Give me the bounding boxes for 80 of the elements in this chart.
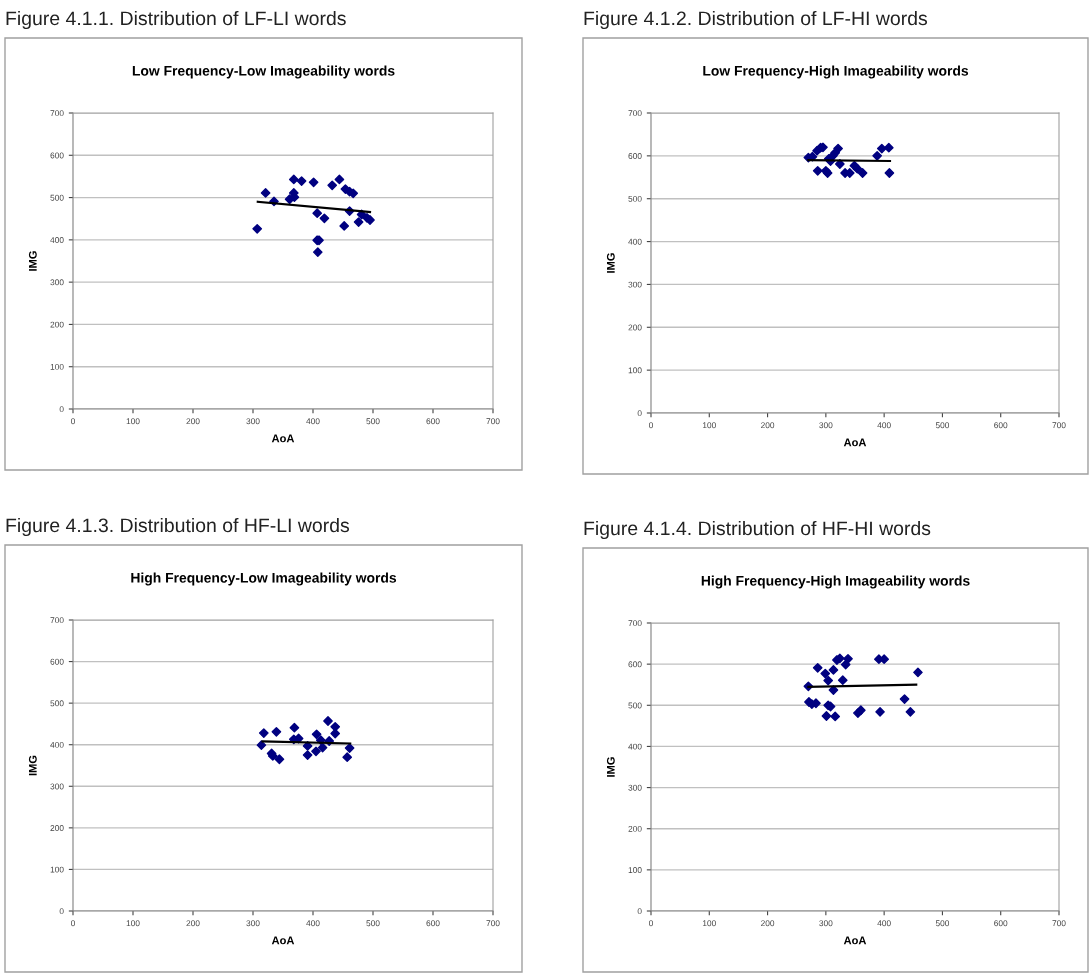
- y-tick-label: 300: [50, 279, 64, 286]
- x-tick-label: 200: [186, 920, 200, 927]
- y-tick-label: 0: [637, 410, 642, 417]
- y-tick-label: 100: [628, 367, 642, 374]
- x-tick-label: 200: [761, 422, 775, 429]
- y-tick-label: 300: [50, 783, 64, 790]
- y-tick-label: 400: [628, 743, 642, 750]
- chart-subtitle: Low Frequency-Low Imageability words: [132, 65, 395, 79]
- x-tick-label: 600: [994, 422, 1008, 429]
- y-tick-label: 700: [50, 110, 64, 117]
- x-tick-label: 600: [994, 920, 1008, 927]
- y-tick-label: 500: [50, 700, 64, 707]
- x-tick-label: 100: [702, 920, 716, 927]
- y-tick-label: 400: [50, 741, 64, 748]
- x-tick-label: 0: [71, 920, 75, 927]
- chart-title: Figure 4.1.4. Distribution of HF-HI words: [584, 520, 931, 540]
- y-axis-title: IMG: [28, 251, 37, 271]
- y-tick-label: 600: [628, 153, 642, 159]
- y-tick-label: 500: [50, 194, 64, 201]
- x-tick-label: 300: [246, 418, 260, 425]
- x-axis-title: AoA: [843, 438, 867, 447]
- x-tick-label: 500: [935, 920, 950, 927]
- y-tick-label: 0: [637, 908, 642, 915]
- y-tick-label: 600: [50, 658, 64, 665]
- x-tick-label: 0: [649, 920, 653, 927]
- y-tick-label: 0: [59, 908, 64, 915]
- x-tick-label: 600: [426, 418, 440, 425]
- y-tick-label: 200: [50, 321, 64, 328]
- x-tick-label: 400: [306, 920, 320, 927]
- y-tick-label: 100: [50, 363, 64, 370]
- y-tick-label: 100: [628, 867, 642, 873]
- x-tick-label: 600: [426, 920, 440, 927]
- x-axis-title: AoA: [843, 936, 867, 945]
- y-axis-title: IMG: [606, 757, 615, 777]
- y-tick-label: 500: [628, 702, 642, 709]
- x-tick-label: 0: [649, 422, 653, 429]
- x-tick-label: 500: [935, 422, 950, 429]
- y-tick-label: 600: [628, 661, 642, 668]
- x-tick-label: 0: [71, 418, 75, 425]
- x-tick-label: 300: [819, 422, 833, 429]
- y-tick-label: 200: [628, 324, 642, 331]
- y-tick-label: 700: [628, 620, 642, 627]
- x-tick-label: 700: [1052, 422, 1066, 429]
- y-tick-label: 300: [628, 281, 642, 288]
- x-tick-label: 100: [702, 422, 716, 429]
- x-tick-label: 100: [126, 418, 140, 425]
- x-tick-label: 700: [486, 418, 500, 425]
- x-tick-label: 200: [186, 418, 200, 425]
- chart-subtitle: High Frequency-Low Imageability words: [131, 572, 397, 586]
- x-tick-label: 500: [366, 920, 380, 927]
- x-tick-label: 700: [1052, 920, 1066, 927]
- chart-subtitle: High Frequency-High Imageability words: [701, 575, 970, 589]
- y-tick-label: 300: [628, 784, 642, 791]
- y-tick-label: 400: [628, 238, 642, 245]
- y-tick-label: 100: [50, 866, 64, 873]
- y-tick-label: 500: [628, 195, 642, 202]
- x-tick-label: 300: [246, 920, 260, 927]
- y-tick-label: 0: [59, 406, 64, 413]
- x-tick-label: 100: [126, 920, 140, 927]
- x-tick-label: 400: [877, 422, 891, 429]
- x-tick-label: 300: [819, 920, 833, 927]
- x-tick-label: 500: [366, 418, 380, 425]
- y-tick-label: 400: [50, 237, 64, 243]
- y-axis-title: IMG: [606, 253, 615, 273]
- y-tick-label: 700: [50, 617, 64, 624]
- y-tick-label: 200: [628, 825, 642, 832]
- y-tick-label: 600: [50, 152, 64, 159]
- chart-title: Figure 4.1.3. Distribution of HF-LI words: [6, 517, 350, 537]
- x-axis-title: AoA: [271, 434, 295, 443]
- x-axis-title: AoA: [271, 936, 295, 945]
- y-axis-title: IMG: [28, 755, 37, 776]
- chart-subtitle: Low Frequency-High Imageability words: [703, 65, 969, 79]
- x-tick-label: 700: [486, 920, 500, 927]
- y-tick-label: 200: [50, 825, 64, 831]
- x-tick-label: 400: [306, 418, 320, 425]
- chart-title: Figure 4.1.2. Distribution of LF-HI words: [584, 10, 928, 30]
- x-tick-label: 200: [761, 920, 775, 927]
- y-tick-label: 700: [628, 110, 642, 117]
- chart-title: Figure 4.1.1. Distribution of LF-LI words: [6, 10, 346, 30]
- x-tick-label: 400: [877, 920, 891, 927]
